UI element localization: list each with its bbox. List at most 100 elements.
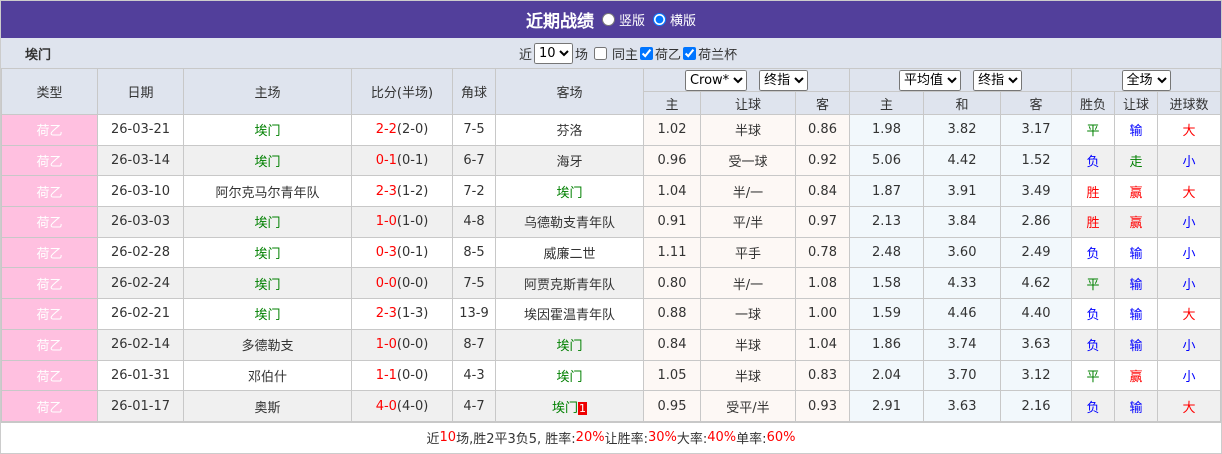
away-odds-cell: 1.04 xyxy=(794,328,851,361)
away-team[interactable]: 海牙 xyxy=(556,155,583,171)
league-cell[interactable]: 荷乙 xyxy=(1,206,98,238)
away-team[interactable]: 埃门 xyxy=(556,339,583,355)
home-team-cell[interactable]: 埃门 xyxy=(183,298,352,330)
away-team-cell[interactable]: 海牙 xyxy=(495,144,644,177)
avg-away-cell: 4.40 xyxy=(1000,298,1073,330)
avg-select[interactable]: 平均值 xyxy=(898,69,961,91)
away-team-cell[interactable]: 乌德勒支青年队 xyxy=(495,206,644,238)
league-cell[interactable]: 荷乙 xyxy=(1,328,98,361)
avg-draw-cell: 3.91 xyxy=(923,175,1002,208)
away-team-cell[interactable]: 埃门 xyxy=(495,359,644,392)
league-cell[interactable]: 荷乙 xyxy=(1,298,98,330)
home-team-cell[interactable]: 埃门 xyxy=(183,206,352,238)
handicap-cell: 一球 xyxy=(700,298,796,330)
league2-checkbox[interactable] xyxy=(683,46,697,60)
col-score: 比分(半场) xyxy=(351,68,453,115)
league-cell[interactable]: 荷乙 xyxy=(1,236,98,269)
corner-cell: 6-7 xyxy=(452,144,496,177)
home-team[interactable]: 邓伯什 xyxy=(247,369,287,385)
same-home-checkbox[interactable] xyxy=(594,46,608,60)
home-odds-cell: 0.80 xyxy=(643,267,701,300)
col-a: 客 xyxy=(794,91,851,115)
league1-checkbox[interactable] xyxy=(640,46,654,60)
home-team-cell[interactable]: 埃门 xyxy=(183,267,352,300)
away-odds-cell: 0.78 xyxy=(794,236,851,269)
home-team-cell[interactable]: 埃门 xyxy=(183,236,352,269)
away-team-cell[interactable]: 埃因霍温青年队 xyxy=(495,298,644,330)
vertical-view-option[interactable]: 竖版 xyxy=(601,10,645,29)
home-team-cell[interactable]: 邓伯什 xyxy=(183,359,352,392)
away-team-cell[interactable]: 威廉二世 xyxy=(495,236,644,269)
horizontal-label: 横版 xyxy=(670,14,697,29)
away-team[interactable]: 芬洛 xyxy=(556,124,583,140)
panel-title: 近期战绩 xyxy=(525,12,594,32)
away-team[interactable]: 威廉二世 xyxy=(543,247,596,263)
away-team[interactable]: 埃门 xyxy=(551,400,578,416)
table-row: 荷乙 26-02-14 多德勒支 1-0(0-0) 8-7 埃门 0.84 半球 1.04 1.8… xyxy=(1,328,1221,361)
match-count-select[interactable]: 10 xyxy=(534,42,574,64)
col-avg-a: 客 xyxy=(1000,91,1073,115)
home-team[interactable]: 阿尔克马尔青年队 xyxy=(215,185,320,201)
avg-type-select[interactable]: 终指 xyxy=(973,69,1023,91)
horizontal-view-option[interactable]: 横版 xyxy=(653,10,696,29)
avg-draw-cell: 4.46 xyxy=(923,298,1002,330)
goals-result-cell: 小 xyxy=(1157,328,1221,361)
away-team-cell[interactable]: 芬洛 xyxy=(495,114,644,146)
odds-type-select[interactable]: 终指 xyxy=(759,69,809,91)
league-cell[interactable]: 荷乙 xyxy=(1,267,98,300)
score-cell: 1-0(0-0) xyxy=(351,328,453,361)
vertical-radio[interactable] xyxy=(601,13,615,26)
home-team-cell[interactable]: 埃门 xyxy=(183,144,352,177)
league-cell[interactable]: 荷乙 xyxy=(1,114,98,146)
over-rate: 40% xyxy=(707,430,737,446)
table-row: 荷乙 26-01-17 奥斯 4-0(4-0) 4-7 埃门1 0.95 受平/半 0.93 2.… xyxy=(1,390,1221,422)
score-cell: 0-3(0-1) xyxy=(351,236,453,269)
home-team[interactable]: 多德勒支 xyxy=(241,339,294,355)
away-team-cell[interactable]: 埃门1 xyxy=(495,390,644,422)
home-team[interactable]: 埃门 xyxy=(254,308,281,324)
full-time-score: 4-0 xyxy=(375,398,397,414)
league-cell[interactable]: 荷乙 xyxy=(1,144,98,177)
col-hc-result: 让球 xyxy=(1114,91,1159,115)
away-team-cell[interactable]: 埃门 xyxy=(495,175,644,208)
company-select[interactable]: Crow* xyxy=(684,69,747,91)
league-cell[interactable]: 荷乙 xyxy=(1,175,98,208)
away-team[interactable]: 阿贾克斯青年队 xyxy=(523,277,615,293)
avg-away-cell: 4.62 xyxy=(1000,267,1073,300)
home-team-cell[interactable]: 阿尔克马尔青年队 xyxy=(183,175,352,208)
result-cell: 负 xyxy=(1071,144,1116,177)
away-team[interactable]: 埃因霍温青年队 xyxy=(523,308,615,324)
goals-result-cell: 小 xyxy=(1157,236,1221,269)
home-team[interactable]: 奥斯 xyxy=(254,400,281,416)
scope-select[interactable]: 全场 xyxy=(1121,69,1171,91)
away-team[interactable]: 乌德勒支青年队 xyxy=(523,216,615,232)
away-team[interactable]: 埃门 xyxy=(556,185,583,201)
full-time-score: 1-1 xyxy=(375,367,397,383)
away-team-cell[interactable]: 阿贾克斯青年队 xyxy=(495,267,644,300)
away-team-cell[interactable]: 埃门 xyxy=(495,328,644,361)
handicap-result-cell: 赢 xyxy=(1114,175,1159,208)
league-cell[interactable]: 荷乙 xyxy=(1,359,98,392)
date-cell: 26-02-14 xyxy=(97,328,184,361)
home-team[interactable]: 埃门 xyxy=(254,155,281,171)
home-team-cell[interactable]: 多德勒支 xyxy=(183,328,352,361)
home-team[interactable]: 埃门 xyxy=(254,216,281,232)
home-team[interactable]: 埃门 xyxy=(254,277,281,293)
horizontal-radio[interactable] xyxy=(653,13,666,26)
away-team[interactable]: 埃门 xyxy=(556,369,583,385)
corner-cell: 4-3 xyxy=(452,359,496,392)
avg-away-cell: 3.17 xyxy=(1000,114,1073,146)
home-team[interactable]: 埃门 xyxy=(254,247,281,263)
away-odds-cell: 0.86 xyxy=(794,114,851,146)
avg-draw-cell: 3.74 xyxy=(923,328,1002,361)
league-cell[interactable]: 荷乙 xyxy=(1,390,98,422)
home-team-cell[interactable]: 埃门 xyxy=(183,114,352,146)
score-cell: 0-0(0-0) xyxy=(351,267,453,300)
half-time-score: (0-0) xyxy=(396,337,429,353)
unit-label: 场 xyxy=(575,47,589,63)
result-cell: 负 xyxy=(1071,236,1116,269)
result-cell: 平 xyxy=(1071,114,1116,146)
home-team[interactable]: 埃门 xyxy=(254,124,281,140)
home-team-cell[interactable]: 奥斯 xyxy=(183,390,352,422)
avg-draw-cell: 4.33 xyxy=(923,267,1002,300)
